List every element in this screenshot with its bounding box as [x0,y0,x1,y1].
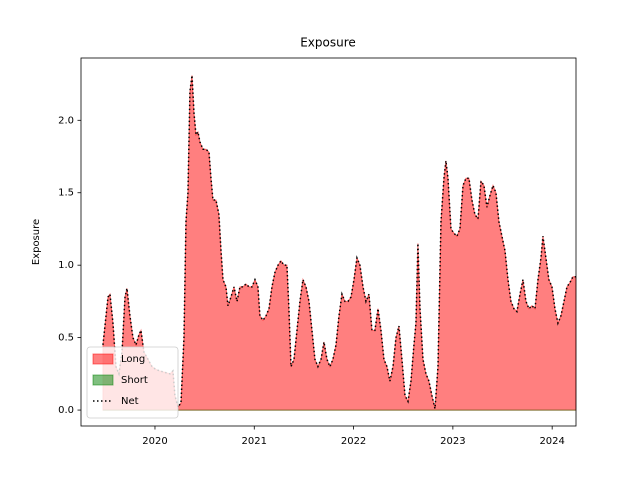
x-tick-label: 2021 [242,436,267,447]
legend-swatch [92,353,114,365]
x-tick-label: 2020 [142,436,167,447]
chart-title: Exposure [300,36,356,50]
legend-swatch [92,374,114,386]
plot-frame [80,57,577,427]
x-tick-label: 2022 [341,436,366,447]
y-tick-label: 1.0 [58,260,74,271]
y-tick-label: 1.5 [58,188,74,199]
y-tick-label: 2.0 [58,115,74,126]
legend-label: Net [121,396,139,407]
net-line [102,75,576,409]
legend-label: Long [121,354,145,365]
legend: Long Short Net [86,346,179,419]
y-axis-label: Exposure [31,219,42,265]
legend-label: Short [121,375,148,386]
x-tick-label: 2023 [440,436,465,447]
y-tick-label: 0.5 [58,333,74,344]
y-tick-label: 0.0 [58,405,74,416]
x-tick-label: 2024 [539,436,564,447]
